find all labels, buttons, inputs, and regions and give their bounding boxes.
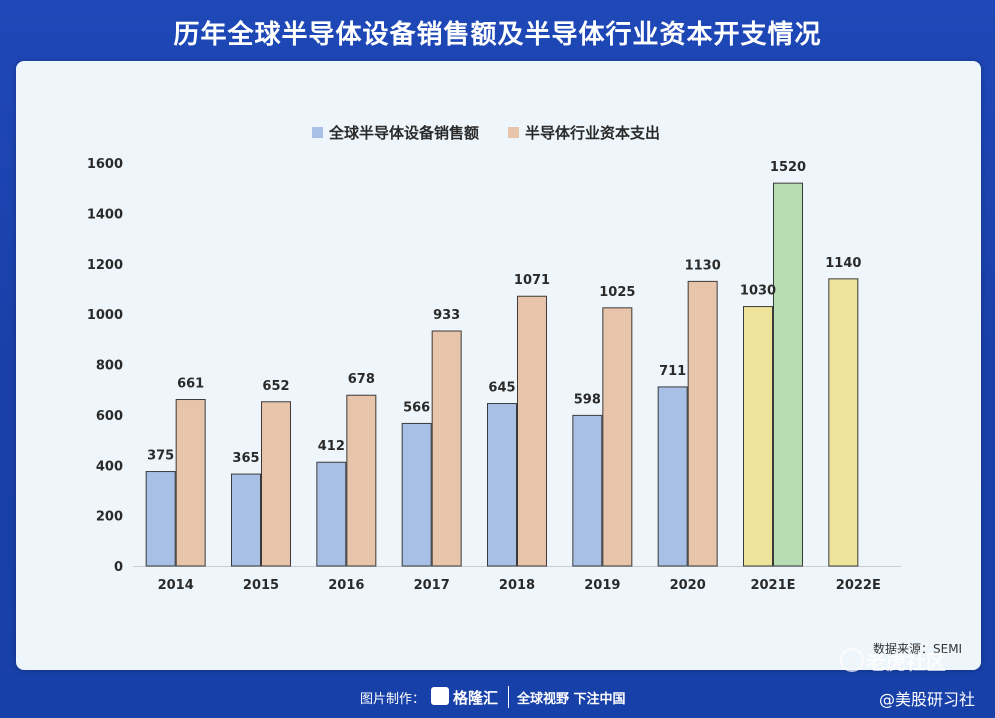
bar-chart: 全球半导体设备销售额 半导体行业资本支出 0 200 400 600 800 1000 120… xyxy=(87,124,901,593)
legend-swatch-2 xyxy=(508,127,519,138)
y-tick-label: 1200 xyxy=(87,258,123,273)
x-tick-label: 2018 xyxy=(499,578,535,593)
bar-capex xyxy=(602,307,633,567)
bar-equipment-sales xyxy=(231,473,261,567)
brand-separator xyxy=(508,686,509,708)
bar-capex xyxy=(431,330,462,567)
legend: 全球半导体设备销售额 半导体行业资本支出 xyxy=(312,124,660,142)
bar-equipment-sales xyxy=(401,422,432,567)
data-label: 1130 xyxy=(685,258,721,273)
data-label: 645 xyxy=(488,381,515,396)
y-tick-label: 0 xyxy=(114,560,123,575)
credit-label: 图片制作： xyxy=(360,692,426,707)
bar-equipment-sales xyxy=(316,461,347,567)
bar-equipment-sales xyxy=(145,471,176,567)
brand-name: 格隆汇 xyxy=(453,689,499,707)
page-title: 历年全球半导体设备销售额及半导体行业资本开支情况 xyxy=(173,20,822,50)
data-labels: 375 661 365 652 412 678 566 933 645 1071 598 1025 71… xyxy=(147,160,861,466)
data-label: 412 xyxy=(318,439,345,454)
x-tick-label: 2021E xyxy=(750,578,795,593)
data-label: 1030 xyxy=(740,284,776,299)
bar-equipment-sales xyxy=(572,414,603,567)
y-tick-label: 600 xyxy=(96,409,123,424)
data-label: 711 xyxy=(659,364,686,379)
data-label: 1071 xyxy=(514,273,550,288)
x-tick-label: 2022E xyxy=(836,578,881,593)
y-tick-label: 400 xyxy=(96,459,123,474)
legend-swatch-1 xyxy=(312,127,323,138)
data-label: 365 xyxy=(232,451,259,466)
y-tick-label: 1600 xyxy=(87,157,123,172)
bars xyxy=(145,182,859,567)
bar-capex xyxy=(175,399,206,567)
x-tick-label: 2020 xyxy=(670,578,706,593)
data-label: 375 xyxy=(147,449,174,464)
x-tick-label: 2014 xyxy=(158,578,194,593)
bar-equipment-sales xyxy=(657,386,688,567)
x-tick-label: 2019 xyxy=(584,578,620,593)
footer: 图片制作： 格隆汇 全球视野 下注中国 @美股研习社 xyxy=(0,682,995,718)
bar-equipment-sales xyxy=(828,278,859,567)
data-label: 652 xyxy=(262,379,289,394)
y-tick-label: 200 xyxy=(96,510,123,525)
bar-capex xyxy=(517,295,547,567)
data-label: 1520 xyxy=(770,160,806,175)
watermark-corner: 老虎社区 xyxy=(866,650,946,674)
data-source: 数据来源：SEMI xyxy=(873,642,963,656)
chart-panel: 全球半导体设备销售额 半导体行业资本支出 0 200 400 600 800 1000 120… xyxy=(16,61,981,670)
x-tick-label: 2017 xyxy=(414,578,450,593)
bar-capex xyxy=(773,182,803,567)
bar-capex xyxy=(261,401,291,567)
data-label: 1140 xyxy=(825,256,861,271)
data-label: 661 xyxy=(177,377,204,392)
bar-equipment-sales xyxy=(743,306,773,567)
legend-label-1: 全球半导体设备销售额 xyxy=(328,124,479,142)
bar-capex xyxy=(687,280,718,567)
bar-equipment-sales xyxy=(487,403,517,567)
data-label: 933 xyxy=(433,308,460,323)
y-tick-label: 1400 xyxy=(87,207,123,222)
data-label: 1025 xyxy=(599,285,635,300)
x-tick-label: 2016 xyxy=(328,578,364,593)
brand-logo-icon xyxy=(431,687,449,705)
x-tick-label: 2015 xyxy=(243,578,279,593)
legend-label-2: 半导体行业资本支出 xyxy=(525,124,660,142)
axes: 0 200 400 600 800 1000 1200 1400 1600 2014 2015 201… xyxy=(87,157,901,593)
y-tick-label: 1000 xyxy=(87,308,123,323)
data-label: 598 xyxy=(574,392,601,407)
brand-slogan: 全球视野 下注中国 xyxy=(517,692,626,707)
data-label: 678 xyxy=(348,372,375,387)
bar-capex xyxy=(346,394,377,567)
data-label: 566 xyxy=(403,400,430,415)
author-handle: @美股研习社 xyxy=(878,690,975,709)
y-tick-label: 800 xyxy=(96,359,123,374)
watermark-logo-icon xyxy=(840,648,864,672)
